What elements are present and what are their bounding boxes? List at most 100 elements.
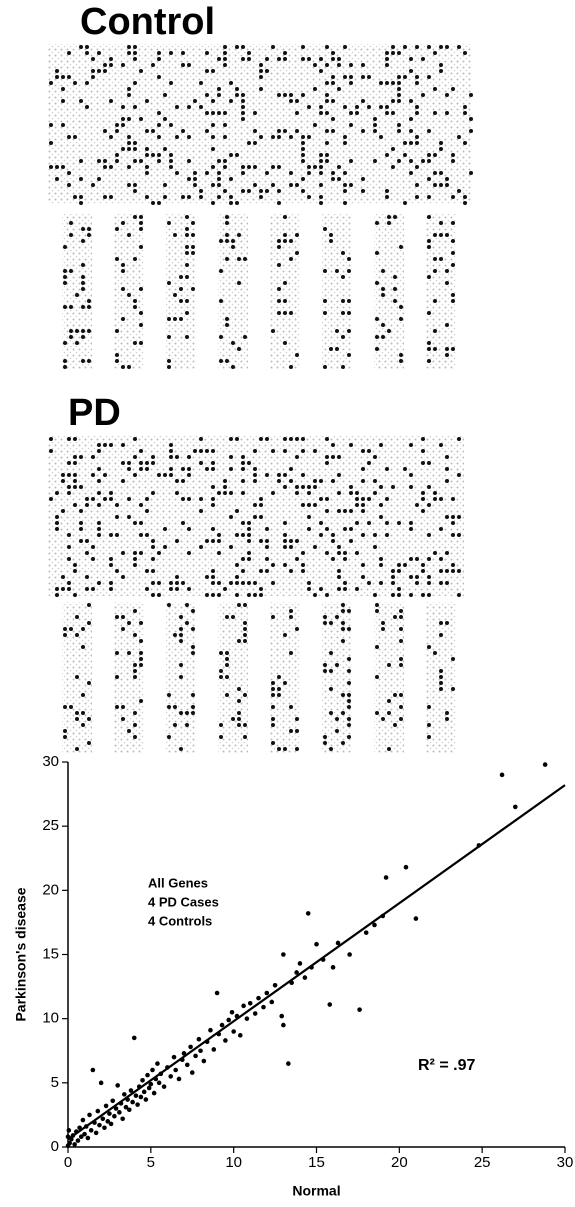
- array-spot: [115, 123, 119, 127]
- array-spot: [355, 521, 359, 525]
- array-spot: [139, 287, 143, 291]
- array-spot: [427, 723, 431, 727]
- array-spot: [151, 545, 155, 549]
- annotation: All Genes: [148, 875, 208, 890]
- array-spot: [223, 51, 227, 55]
- array-spot: [133, 521, 137, 525]
- array-spot: [427, 735, 431, 739]
- array-spot: [451, 347, 455, 351]
- point: [136, 1084, 142, 1089]
- point: [330, 965, 336, 970]
- array-spot: [373, 545, 377, 549]
- point: [347, 952, 352, 957]
- array-spot: [397, 521, 401, 525]
- array-spot: [69, 627, 73, 631]
- array-spot: [301, 57, 305, 61]
- array-spot: [421, 437, 425, 441]
- array-spot: [235, 509, 239, 513]
- array-spot: [49, 141, 53, 145]
- array-spot: [347, 705, 351, 709]
- array-spot: [343, 45, 347, 49]
- array-spot: [181, 63, 185, 67]
- array-spot: [385, 195, 389, 199]
- array-spot: [253, 165, 257, 169]
- array-spot: [289, 171, 293, 175]
- array-spot: [55, 587, 59, 591]
- array-spot: [81, 287, 85, 291]
- array-spot: [451, 263, 455, 267]
- array-spot: [387, 747, 391, 751]
- array-spot: [49, 449, 53, 453]
- array-spot: [307, 195, 311, 199]
- array-background: [322, 602, 352, 754]
- array-spot: [205, 171, 209, 175]
- array-spot: [283, 539, 287, 543]
- array-spot: [397, 159, 401, 163]
- array-spot: [133, 609, 137, 613]
- array-spot: [347, 669, 351, 673]
- array-background: [270, 214, 300, 370]
- array-spot: [181, 51, 185, 55]
- array-spot: [179, 317, 183, 321]
- array-spot: [231, 717, 235, 721]
- array-spot: [337, 177, 341, 181]
- array-spot: [229, 195, 233, 199]
- point: [196, 1036, 202, 1042]
- point: [155, 1061, 160, 1066]
- array-spot: [211, 581, 215, 585]
- array-spot: [151, 539, 155, 543]
- array-spot: [421, 93, 425, 97]
- point: [216, 1031, 222, 1037]
- point: [113, 1106, 119, 1111]
- array-spot: [63, 735, 67, 739]
- x-tick-label: 10: [225, 1154, 242, 1171]
- x-axis-label: Normal: [292, 1183, 340, 1199]
- array-spot: [323, 311, 327, 315]
- array-spot: [347, 723, 351, 727]
- array-spot: [271, 135, 275, 139]
- array-spot: [283, 747, 287, 751]
- array-spot: [127, 45, 131, 49]
- point: [383, 875, 389, 880]
- array-spot: [397, 87, 401, 91]
- array-spot: [241, 93, 245, 97]
- array-spot: [187, 177, 191, 181]
- array-spot: [121, 705, 125, 709]
- array-spot: [361, 509, 365, 513]
- array-spot: [463, 105, 467, 109]
- array-spot: [127, 51, 131, 55]
- array-spot: [385, 521, 389, 525]
- array-spot: [145, 171, 149, 175]
- point: [107, 1111, 112, 1116]
- array-spot: [55, 491, 59, 495]
- array-spot: [157, 551, 161, 555]
- array-spot: [181, 479, 185, 483]
- array-spot: [445, 183, 449, 187]
- array-spot: [73, 81, 77, 85]
- array-spot: [391, 45, 395, 49]
- point: [180, 1057, 185, 1063]
- array-spot: [247, 593, 251, 597]
- array-spot: [109, 533, 113, 537]
- array-spot: [151, 491, 155, 495]
- array-spot: [243, 627, 247, 631]
- array-spot: [381, 293, 385, 297]
- array-spot: [323, 269, 327, 273]
- array-spot: [325, 437, 329, 441]
- array-spot: [79, 159, 83, 163]
- array-spot: [307, 515, 311, 519]
- array-spot: [409, 521, 413, 525]
- array-spot: [85, 45, 89, 49]
- array-spot: [329, 651, 333, 655]
- array-spot: [343, 105, 347, 109]
- array-spot: [217, 111, 221, 115]
- array-spot: [63, 305, 67, 309]
- array-spot: [451, 533, 455, 537]
- array-spot: [73, 135, 77, 139]
- array-spot: [379, 563, 383, 567]
- array-spot: [379, 515, 383, 519]
- point: [252, 1011, 258, 1016]
- array-spot: [335, 729, 339, 733]
- array-spot: [205, 51, 209, 55]
